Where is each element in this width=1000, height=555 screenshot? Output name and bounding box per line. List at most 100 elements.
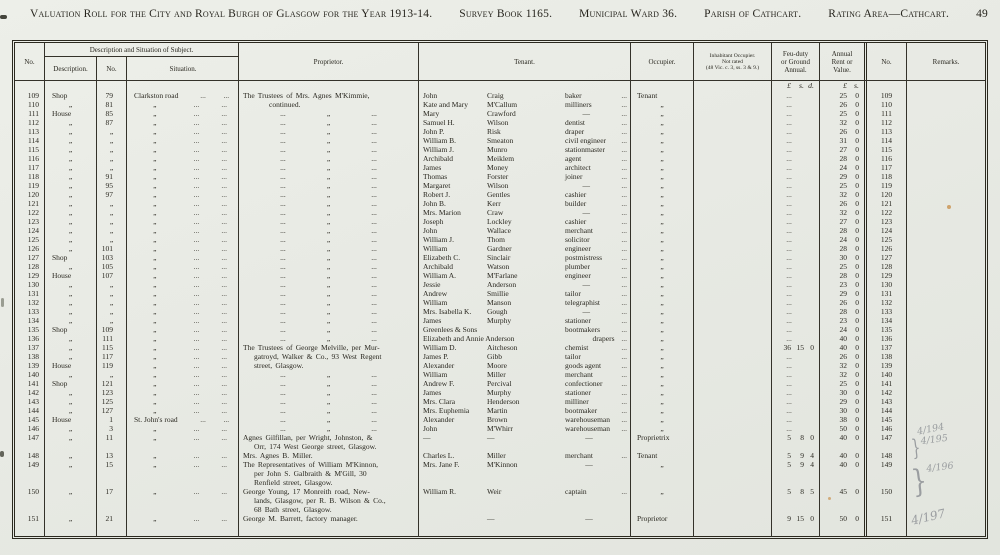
situation-text: „ bbox=[153, 334, 157, 343]
leader-dots: ... bbox=[193, 235, 200, 244]
cell-proprietor: ... „... bbox=[239, 253, 419, 262]
cell-inhabitant-occupier bbox=[694, 109, 772, 118]
cell-situation: „...... bbox=[127, 271, 239, 280]
cell-no-right: 114 bbox=[867, 136, 907, 145]
page-header: Valuation Roll for the City and Royal Bu… bbox=[30, 8, 988, 20]
cell-proprietor: ... „... bbox=[239, 397, 419, 406]
leader-dots: ... bbox=[621, 334, 627, 343]
leader-dots: ... bbox=[221, 127, 227, 136]
cell-no-right: 141 bbox=[867, 379, 907, 388]
tenant-first-name: William B. bbox=[423, 136, 457, 145]
tenant-surname: Watson bbox=[487, 262, 510, 271]
cell-proprietor: ... „... bbox=[239, 127, 419, 136]
cell-remarks bbox=[907, 298, 985, 307]
cell-description: „ bbox=[45, 208, 97, 217]
leader-dots: ... bbox=[221, 154, 227, 163]
leader-dots: ... bbox=[193, 172, 200, 181]
tenant-occupation: — bbox=[585, 460, 593, 469]
leader-dots bbox=[627, 433, 630, 451]
leader-dots: ... bbox=[221, 199, 227, 208]
table-row: 145 House 1 St. John's road...... ... „..… bbox=[15, 415, 985, 424]
cell-situation: Clarkston road...... bbox=[127, 91, 239, 100]
tenant-occupation: architect bbox=[565, 163, 591, 172]
cell-situation-no: 115 bbox=[97, 343, 127, 352]
cell-situation-no: „ bbox=[97, 208, 127, 217]
tenant-surname: M'Kinnon bbox=[487, 460, 518, 469]
cell-no-left: 110 bbox=[15, 100, 45, 109]
situation-text: „ bbox=[153, 460, 157, 469]
cell-occupier: „ bbox=[631, 280, 694, 289]
column-header-tenant: Tenant. bbox=[419, 43, 631, 80]
cell-proprietor: ... „... bbox=[239, 415, 419, 424]
leader-dots: ... bbox=[221, 325, 227, 334]
cell-tenant: William Miller merchant... bbox=[419, 370, 631, 379]
cell-no-left: 147 bbox=[15, 433, 45, 451]
cell-feu-duty: ... bbox=[772, 145, 820, 154]
cell-no-right: 138 bbox=[867, 352, 907, 361]
leader-dots: ... bbox=[221, 253, 227, 262]
cell-annual-rent: 40 0 bbox=[820, 451, 867, 460]
cell-remarks bbox=[907, 289, 985, 298]
leader-dots: ... bbox=[193, 343, 200, 352]
feu-units: £ s. d. bbox=[772, 81, 820, 91]
cell-remarks bbox=[907, 307, 985, 316]
cell-description: „ bbox=[45, 226, 97, 235]
cell-no-right: 112 bbox=[867, 118, 907, 127]
table-row: 138 „ 117 „...... James P. Gibb tailor... … bbox=[15, 352, 985, 361]
table-row: 147 „ 11 „...... Agnes Gilfillan, per Wr… bbox=[15, 433, 985, 462]
cell-annual-rent: 25 0 bbox=[820, 379, 867, 388]
tenant-first-name: Greenlees & Sons bbox=[423, 325, 478, 334]
leader-dots bbox=[627, 514, 630, 523]
cell-no-left: 111 bbox=[15, 109, 45, 118]
cell-inhabitant-occupier bbox=[694, 217, 772, 226]
page-title: Valuation Roll for the City and Royal Bu… bbox=[30, 8, 433, 20]
cell-annual-rent: 25 0 bbox=[820, 181, 867, 190]
tenant-surname: Martin bbox=[487, 406, 508, 415]
cell-occupier: „ bbox=[631, 334, 694, 343]
tenant-occupation: draper bbox=[565, 127, 585, 136]
tenant-first-name: Andrew F. bbox=[423, 379, 455, 388]
cell-situation: „...... bbox=[127, 136, 239, 145]
cell-tenant: Greenlees & Sons bootmakers... bbox=[419, 325, 631, 334]
tenant-occupation: — bbox=[585, 433, 593, 442]
table-row: 144 „ 127 „...... ... „... Mrs. Euphemia M… bbox=[15, 406, 985, 415]
leader-dots: ... bbox=[621, 415, 627, 424]
tenant-occupation: warehouseman bbox=[565, 415, 610, 424]
leader-dots: ... bbox=[221, 163, 227, 172]
cell-no-right: 149 bbox=[867, 460, 907, 487]
cell-feu-duty: ... bbox=[772, 361, 820, 370]
situation-text: „ bbox=[153, 280, 157, 289]
cell-no-right: 119 bbox=[867, 181, 907, 190]
cell-situation: „...... bbox=[127, 262, 239, 271]
cell-situation-no bbox=[97, 81, 127, 91]
cell-description: „ bbox=[45, 172, 97, 181]
tenant-occupation: — bbox=[582, 307, 590, 316]
cell-description: „ bbox=[45, 280, 97, 289]
column-header-proprietor: Proprietor. bbox=[239, 43, 419, 80]
cell-no-right: 146 bbox=[867, 424, 907, 433]
cell-situation-no: „ bbox=[97, 307, 127, 316]
table-row: 114 „ „ „...... ... „... William B. Smeato… bbox=[15, 136, 985, 145]
cell-proprietor bbox=[239, 523, 419, 537]
situation-text: „ bbox=[153, 289, 157, 298]
cell-description: „ bbox=[45, 316, 97, 325]
cell-inhabitant-occupier bbox=[694, 460, 772, 487]
cell-annual-rent: 28 0 bbox=[820, 307, 867, 316]
cell-situation-no: 13 bbox=[97, 451, 127, 460]
cell-proprietor: ... „... bbox=[239, 235, 419, 244]
tenant-first-name: William bbox=[423, 370, 448, 379]
leader-dots: ... bbox=[621, 361, 627, 370]
cell-no-left: 148 bbox=[15, 451, 45, 460]
cell-situation: „...... bbox=[127, 289, 239, 298]
situation-text: „ bbox=[153, 370, 157, 379]
tenant-occupation: tailor bbox=[565, 289, 581, 298]
tenant-surname: — bbox=[487, 514, 495, 523]
cell-situation-no: „ bbox=[97, 145, 127, 154]
cell-description: Shop bbox=[45, 325, 97, 334]
cell-description: „ bbox=[45, 118, 97, 127]
table-row: 135 Shop 109 „...... ... „... Greenlees &… bbox=[15, 325, 985, 334]
cell-feu-duty: ... bbox=[772, 388, 820, 397]
tenant-surname bbox=[487, 325, 565, 334]
cell-situation-no: 105 bbox=[97, 262, 127, 271]
cell-no-left: 135 bbox=[15, 325, 45, 334]
